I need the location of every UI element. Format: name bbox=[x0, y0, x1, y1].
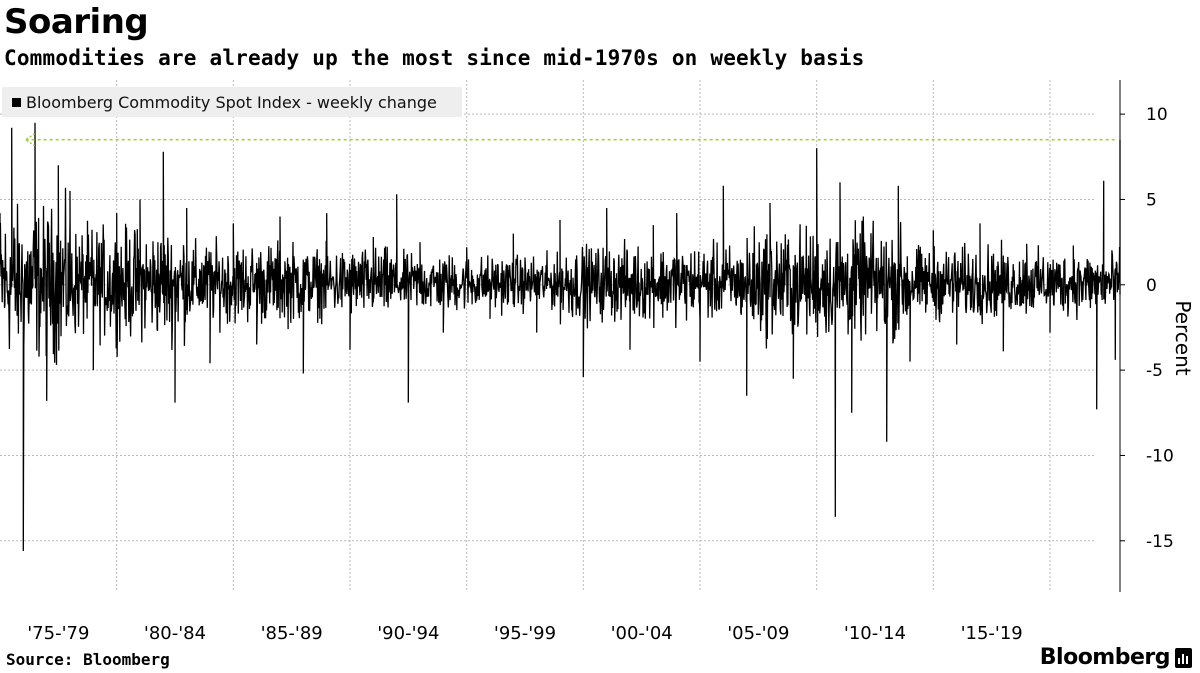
legend: Bloomberg Commodity Spot Index - weekly … bbox=[2, 87, 462, 117]
x-tick-label: '85-'89 bbox=[261, 623, 323, 644]
y-tick-label: -10 bbox=[1146, 446, 1174, 466]
x-tick-label: '10-'14 bbox=[844, 623, 906, 644]
x-tick-label: '05-'09 bbox=[727, 623, 789, 644]
chart-title: Soaring bbox=[4, 2, 149, 42]
x-tick-label: '75-'79 bbox=[27, 623, 89, 644]
y-axis-label: Percent bbox=[1171, 300, 1195, 375]
x-tick-label: '95-'99 bbox=[494, 623, 556, 644]
y-tick-label: 5 bbox=[1146, 190, 1157, 210]
chart-subtitle: Commodities are already up the most sinc… bbox=[4, 46, 865, 70]
legend-swatch bbox=[12, 97, 21, 107]
y-tick-label: 0 bbox=[1146, 276, 1157, 296]
bloomberg-terminal-icon bbox=[1175, 648, 1192, 668]
bloomberg-logo: Bloomberg bbox=[1039, 645, 1171, 670]
legend-label: Bloomberg Commodity Spot Index - weekly … bbox=[26, 92, 437, 112]
y-tick-label: -5 bbox=[1146, 361, 1163, 381]
x-tick-label: '90-'94 bbox=[377, 623, 439, 644]
x-tick-label: '00-'04 bbox=[611, 623, 673, 644]
x-tick-label: '15-'19 bbox=[961, 623, 1023, 644]
series-line bbox=[0, 122, 1121, 552]
y-tick-label: 10 bbox=[1146, 105, 1168, 125]
y-tick-label: -15 bbox=[1146, 532, 1174, 552]
x-tick-label: '80-'84 bbox=[144, 623, 206, 644]
source-note: Source: Bloomberg bbox=[6, 650, 170, 669]
